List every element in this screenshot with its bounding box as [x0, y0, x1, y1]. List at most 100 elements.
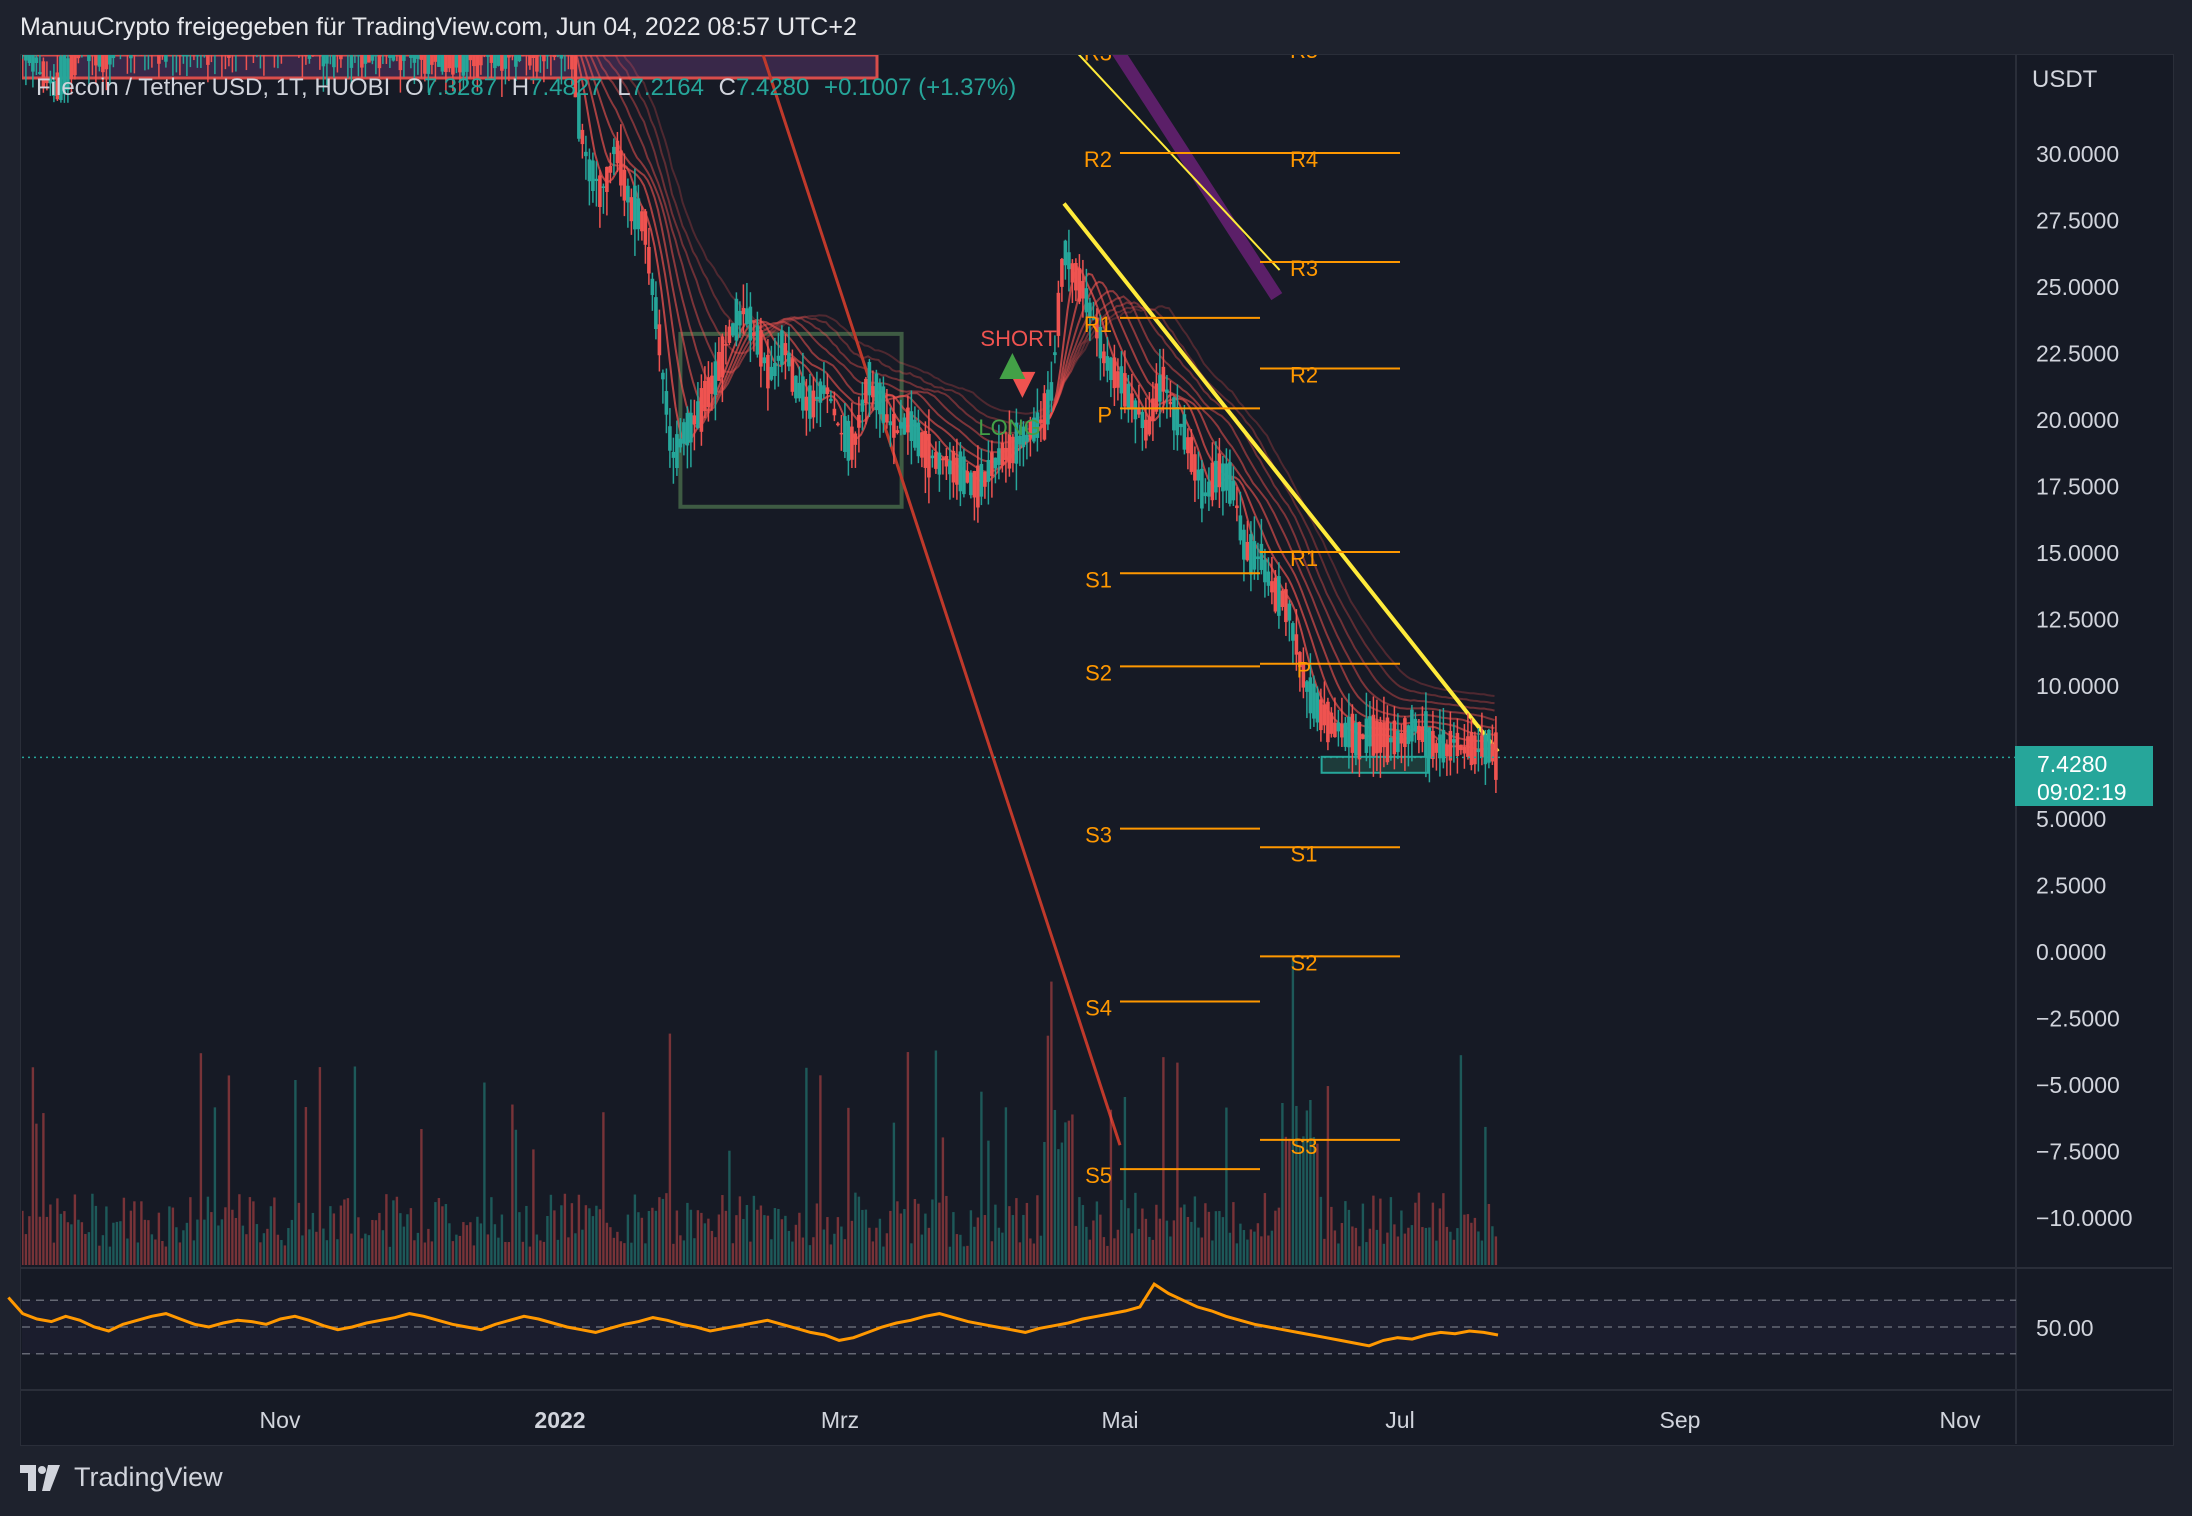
candle-body [1305, 681, 1309, 692]
candle-body [958, 451, 963, 492]
volume-bar [1354, 1227, 1358, 1265]
candle-body [45, 78, 49, 84]
symbol-name[interactable]: Filecoin / Tether USD, 1T, HUOBI [36, 74, 391, 101]
tradingview-brand[interactable]: TradingView [20, 1462, 223, 1493]
volume-bar [826, 1217, 829, 1265]
candle-body [69, 55, 74, 80]
price-axis-unit[interactable]: USDT [2032, 66, 2098, 93]
volume-bar [154, 1239, 157, 1265]
volume-bar [777, 1208, 780, 1265]
candle-body [315, 45, 319, 47]
footer [0, 1446, 2192, 1516]
volume-bar [332, 1213, 336, 1265]
volume-bar [1382, 1243, 1386, 1265]
candle-body [1000, 442, 1005, 466]
candle-body [1154, 383, 1159, 412]
candle-body [1462, 746, 1467, 754]
volume-bar [878, 1218, 882, 1265]
x-tick-label: 2022 [534, 1407, 585, 1433]
candle-body [171, 32, 175, 51]
candle-body [612, 146, 616, 155]
volume-bar [1435, 1240, 1438, 1265]
volume-bar [815, 1203, 819, 1265]
candle-body [486, 55, 490, 57]
candle-body [790, 358, 795, 392]
candle-body [1221, 463, 1225, 492]
volume-bar [1158, 1218, 1162, 1265]
volume-bar [203, 1219, 206, 1265]
candle-body [1252, 541, 1257, 570]
candle-body [517, 55, 522, 62]
volume-bar [1001, 1232, 1004, 1265]
candle-body [318, 47, 322, 51]
volume-bar [805, 1067, 808, 1265]
candle-body [259, 25, 263, 45]
candle-body [353, 48, 357, 50]
candle-body [276, 25, 280, 49]
volume-bar [756, 1209, 759, 1265]
volume-bar [927, 1227, 931, 1265]
volume-bar [1351, 1226, 1354, 1265]
volume-bar [836, 1217, 840, 1265]
candle-body [41, 61, 46, 88]
candle-body [759, 330, 763, 367]
volume-bar [549, 1194, 553, 1265]
volume-bar [1424, 1227, 1428, 1265]
volume-bar [1480, 1240, 1484, 1265]
volume-bar [1176, 1062, 1179, 1265]
volume-bar [1197, 1227, 1200, 1265]
candle-body [1291, 623, 1295, 641]
volume-bar [1228, 1232, 1232, 1265]
candle-body [682, 422, 686, 444]
candle-body [1116, 371, 1120, 388]
candle-body [783, 343, 788, 356]
candle-body [1385, 717, 1390, 763]
candle-body [1018, 435, 1022, 445]
candle-body [311, 55, 315, 57]
candle-body [545, 55, 550, 56]
candle-body [923, 430, 928, 468]
candle-body [1354, 722, 1358, 756]
pivot-level-label: S4 [1085, 996, 1112, 1021]
candle-body [325, 55, 329, 64]
candle-body [90, 55, 95, 56]
volume-bar [276, 1234, 280, 1265]
volume-bar [1368, 1228, 1372, 1265]
volume-bar [696, 1210, 700, 1265]
volume-bar [1344, 1201, 1347, 1265]
candle-body [1084, 288, 1089, 313]
volume-bar [301, 1235, 304, 1265]
volume-bar [1326, 1086, 1330, 1265]
volume-bar [514, 1129, 518, 1265]
volume-bar [336, 1239, 339, 1265]
low-label: L [617, 74, 631, 101]
candle-body [839, 432, 844, 435]
candle-body [426, 55, 431, 74]
candle-body [563, 44, 567, 55]
candle-body [1088, 302, 1092, 318]
volume-bar [1032, 1243, 1036, 1265]
candle-body [769, 366, 774, 380]
candle-body [1336, 722, 1341, 732]
candle-body [483, 50, 487, 52]
candle-body [101, 55, 105, 73]
volume-bar [1200, 1237, 1204, 1265]
volume-bar [952, 1212, 955, 1265]
candle-body [1168, 401, 1173, 405]
candle-body [1424, 711, 1428, 757]
candle-body [717, 351, 721, 381]
volume-bar [122, 1197, 126, 1265]
candle-body [1028, 420, 1033, 438]
candle-body [916, 422, 921, 457]
candle-body [76, 55, 81, 59]
volume-bar [990, 1241, 994, 1265]
volume-bar [672, 1243, 675, 1265]
candlestick-chart[interactable]: 30.0000 27.5000 25.0000 22.5000 20.0000 17.50… [0, 0, 2192, 1446]
descending-trendline [761, 55, 1122, 1146]
candle-body [423, 55, 427, 74]
candle-body [1175, 406, 1180, 436]
candle-body [906, 407, 910, 433]
volume-bar [1379, 1198, 1382, 1265]
candle-body [525, 33, 529, 52]
candle-body [454, 55, 459, 68]
